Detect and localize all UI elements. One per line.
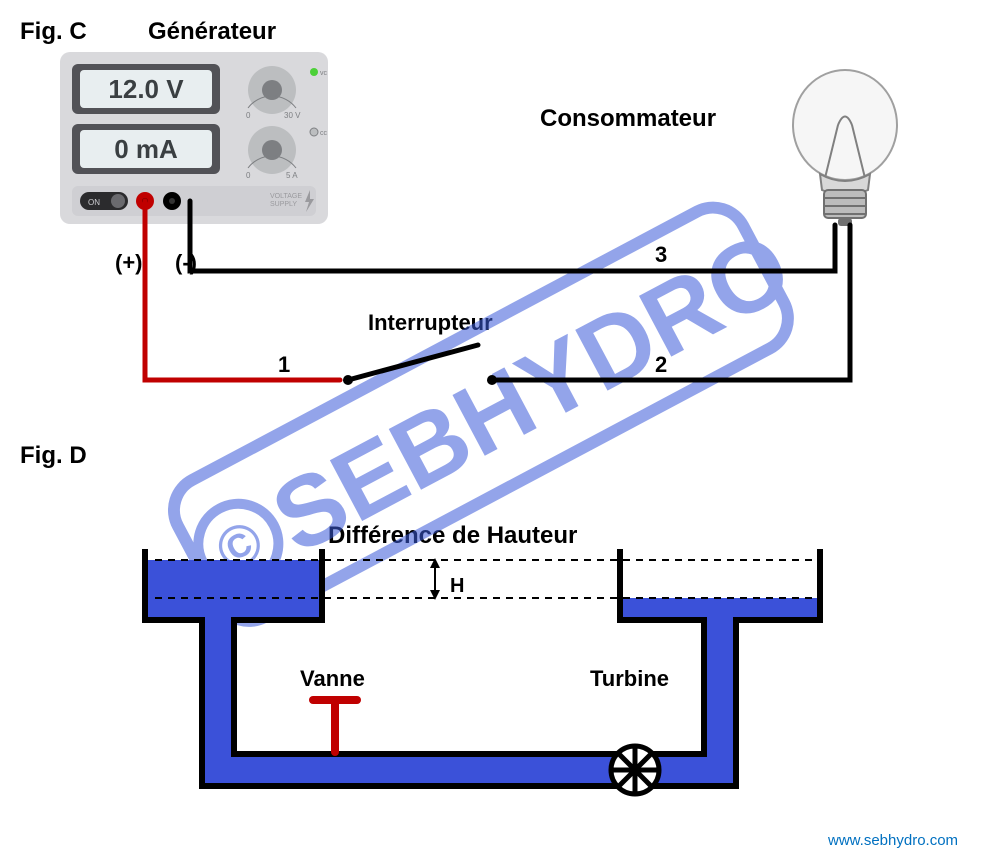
hydraulic-diagram — [0, 0, 1005, 857]
valve-icon[interactable] — [313, 700, 357, 752]
turbine-icon — [611, 746, 659, 794]
